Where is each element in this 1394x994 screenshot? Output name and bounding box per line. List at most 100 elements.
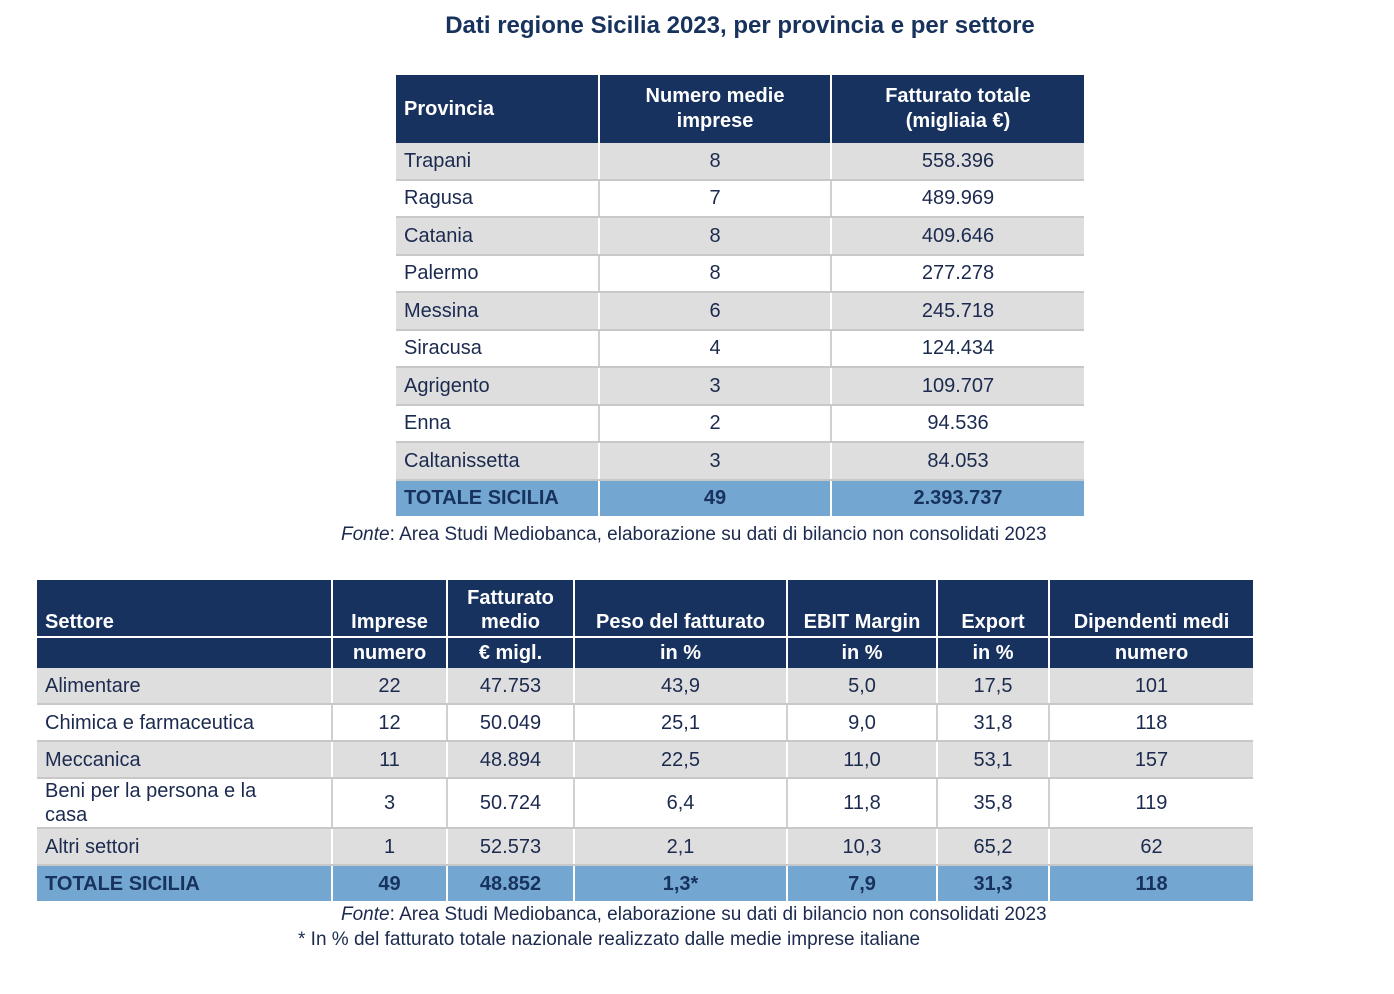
title: Dati regione Sicilia 2023, per provincia…	[445, 12, 1035, 39]
source-note: Fonte: Area Studi Mediobanca, elaborazio…	[341, 524, 1047, 546]
cell: 48.852	[447, 865, 575, 901]
unit-cell: numero	[1049, 636, 1253, 668]
source-text: : Area Studi Mediobanca, elaborazione su…	[389, 524, 1047, 545]
header-cell: Settore	[37, 580, 333, 637]
cell: 101	[1049, 668, 1253, 705]
footnote: * In % del fatturato totale nazionale re…	[298, 929, 921, 950]
data-row: Messina 6 245.718	[396, 292, 1084, 331]
cell: 17,5	[937, 668, 1050, 705]
cell: 11,0	[787, 741, 938, 779]
cell: Agrigento	[396, 367, 600, 406]
header-row: Provincia Numero medie imprese Fatturato to…	[396, 75, 1084, 143]
cell: 11,8	[787, 778, 938, 829]
total-row: TOTALE SICILIA 49 2.393.737	[396, 479, 1084, 516]
cell: 8	[599, 217, 832, 256]
header-cell: EBIT Margin	[787, 580, 938, 637]
cell: 65,2	[937, 828, 1050, 866]
data-row: Catania 8 409.646	[396, 217, 1084, 256]
cell: 9,0	[787, 704, 938, 742]
cell: 124.434	[831, 329, 1084, 368]
province-table: Provincia Numero medie imprese Fatturato to…	[396, 75, 1084, 516]
cell: 1,3*	[574, 865, 788, 901]
header-cell: Dipendenti medi	[1049, 580, 1253, 637]
cell: 2	[599, 404, 832, 443]
cell: Siracusa	[396, 329, 600, 368]
unit-cell: € migl.	[447, 636, 575, 668]
cell: Meccanica	[37, 741, 333, 779]
cell: 49	[599, 479, 832, 516]
cell: 11	[332, 741, 448, 779]
data-row: Chimica e farmaceutica 12 50.049 25,1 9,0 31,…	[37, 704, 1253, 742]
cell: 2,1	[574, 828, 788, 866]
cell: 84.053	[831, 442, 1084, 481]
cell: Catania	[396, 217, 600, 256]
header-line: Fatturato totale	[885, 85, 1031, 107]
source-label: Fonte	[341, 524, 390, 545]
cell: 5,0	[787, 668, 938, 705]
cell: 3	[332, 778, 448, 829]
cell: Altri settori	[37, 828, 333, 866]
cell: 8	[599, 143, 832, 181]
cell: Trapani	[396, 143, 600, 181]
cell: 22,5	[574, 741, 788, 779]
cell: 7,9	[787, 865, 938, 901]
header-line: (migliaia €)	[905, 110, 1011, 132]
cell: 8	[599, 254, 832, 293]
header-cell: Provincia	[396, 75, 600, 143]
data-row: Siracusa 4 124.434	[396, 329, 1084, 368]
cell: 245.718	[831, 292, 1084, 331]
cell: 35,8	[937, 778, 1050, 829]
cell: 489.969	[831, 179, 1084, 218]
cell: 157	[1049, 741, 1253, 779]
header-row: Settore Imprese Fatturato medio Peso del fa…	[37, 580, 1253, 637]
data-row: Palermo 8 277.278	[396, 254, 1084, 293]
cell: 118	[1049, 865, 1253, 901]
data-row: Meccanica 11 48.894 22,5 11,0 53,1 157	[37, 741, 1253, 779]
data-row: Trapani 8 558.396	[396, 143, 1084, 181]
header-cell: Fatturato medio	[447, 580, 575, 637]
header-cell: Export	[937, 580, 1050, 637]
cell: 119	[1049, 778, 1253, 829]
unit-row: numero € migl. in % in % in % numero	[37, 636, 1253, 668]
cell: 47.753	[447, 668, 575, 705]
cell: Palermo	[396, 254, 600, 293]
header-line: Numero medie	[645, 85, 785, 107]
cell: 62	[1049, 828, 1253, 866]
data-row: Alimentare 22 47.753 43,9 5,0 17,5 101	[37, 668, 1253, 705]
cell: Chimica e farmaceutica	[37, 704, 333, 742]
cell: Messina	[396, 292, 600, 331]
unit-cell: in %	[937, 636, 1050, 668]
data-row: Caltanissetta 3 84.053	[396, 442, 1084, 481]
header-line: Provincia	[404, 97, 495, 120]
cell: Alimentare	[37, 668, 333, 705]
cell: 31,3	[937, 865, 1050, 901]
cell: 6,4	[574, 778, 788, 829]
cell: Enna	[396, 404, 600, 443]
cell: 94.536	[831, 404, 1084, 443]
cell: TOTALE SICILIA	[37, 865, 333, 901]
unit-cell: numero	[332, 636, 448, 668]
cell: 109.707	[831, 367, 1084, 406]
data-row: Enna 2 94.536	[396, 404, 1084, 443]
header-line: imprese	[676, 110, 754, 132]
unit-cell: in %	[787, 636, 938, 668]
cell: 48.894	[447, 741, 575, 779]
cell: 53,1	[937, 741, 1050, 779]
cell: 10,3	[787, 828, 938, 866]
header-cell: Numero medie imprese	[599, 75, 832, 143]
cell: 2.393.737	[831, 479, 1084, 516]
cell: 4	[599, 329, 832, 368]
cell: 558.396	[831, 143, 1084, 181]
data-row: Beni per la persona e la casa 3 50.724 6,4 1…	[37, 778, 1253, 829]
cell: 3	[599, 367, 832, 406]
cell: 50.724	[447, 778, 575, 829]
cell: 3	[599, 442, 832, 481]
data-row: Altri settori 1 52.573 2,1 10,3 65,2 62	[37, 828, 1253, 866]
cell: TOTALE SICILIA	[396, 479, 600, 516]
cell: 49	[332, 865, 448, 901]
unit-cell: in %	[574, 636, 788, 668]
sector-table: Settore Imprese Fatturato medio Peso del fa…	[37, 580, 1253, 901]
cell: 6	[599, 292, 832, 331]
cell: 12	[332, 704, 448, 742]
cell: 43,9	[574, 668, 788, 705]
